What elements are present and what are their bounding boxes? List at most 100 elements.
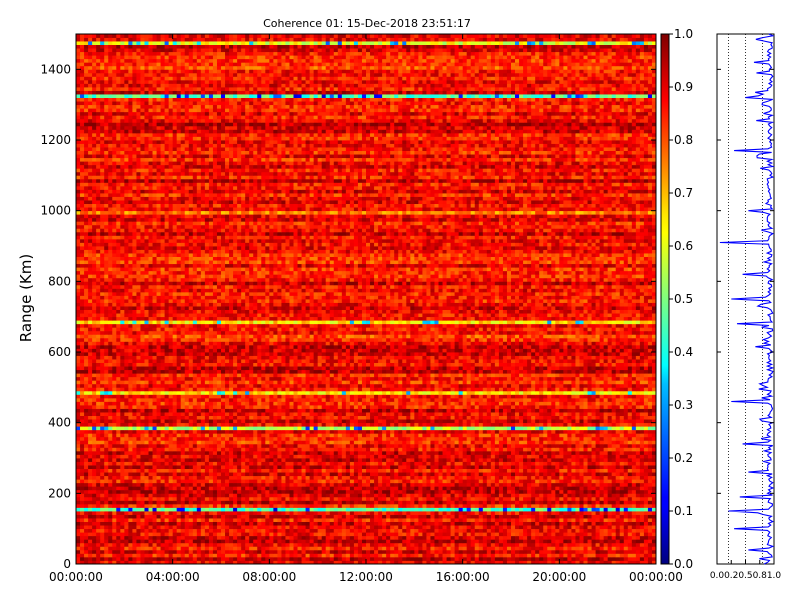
- heatmap-cell: [494, 507, 500, 512]
- heatmap-cell: [253, 511, 258, 515]
- heatmap-cell: [603, 465, 609, 469]
- heatmap-cell: [184, 461, 190, 466]
- heatmap-cell: [289, 521, 294, 526]
- heatmap-cell: [430, 518, 435, 522]
- heatmap-cell: [237, 556, 242, 561]
- heatmap-cell: [297, 500, 302, 505]
- heatmap-cell: [301, 475, 306, 480]
- heatmap-cell: [651, 468, 657, 473]
- heatmap-cell: [221, 535, 226, 540]
- heatmap-cell: [265, 507, 270, 512]
- heatmap-cell: [587, 461, 592, 466]
- heatmap-cell: [253, 440, 258, 445]
- heatmap-cell: [160, 468, 166, 473]
- heatmap-cell: [317, 553, 323, 558]
- heatmap-cell: [615, 454, 621, 459]
- heatmap-cell: [535, 503, 540, 508]
- heatmap-cell: [325, 518, 331, 522]
- heatmap-cell: [361, 546, 367, 551]
- heatmap-cell: [132, 539, 137, 544]
- heatmap-cell: [575, 525, 580, 530]
- heatmap-cell: [547, 542, 552, 547]
- heatmap-cell: [148, 465, 153, 469]
- heatmap-cell: [442, 539, 447, 544]
- heatmap-cell: [257, 489, 262, 494]
- heatmap-cell: [402, 493, 407, 498]
- heatmap-cell: [442, 528, 447, 533]
- heatmap-cell: [281, 525, 286, 530]
- heatmap-cell: [176, 546, 182, 551]
- heatmap-cell: [225, 461, 230, 466]
- heatmap-cell: [361, 532, 367, 537]
- heatmap-cell: [523, 489, 528, 494]
- heatmap-cell: [543, 496, 548, 501]
- heatmap-cell: [414, 496, 419, 501]
- heatmap-cell: [547, 482, 552, 487]
- heatmap-cell: [245, 553, 250, 558]
- heatmap-cell: [200, 553, 206, 558]
- heatmap-cell: [84, 525, 89, 530]
- heatmap-cell: [470, 450, 476, 455]
- heatmap-cell: [647, 454, 653, 459]
- heatmap-cell: [619, 553, 625, 558]
- heatmap-cell: [478, 556, 484, 561]
- heatmap-cell: [277, 443, 282, 448]
- heatmap-cell: [470, 472, 476, 477]
- heatmap-cell: [370, 443, 375, 448]
- heatmap-cell: [607, 549, 613, 554]
- heatmap-cell: [398, 539, 403, 544]
- heatmap-cell: [285, 556, 290, 561]
- heatmap-cell: [587, 507, 592, 512]
- heatmap-cell: [551, 521, 556, 526]
- heatmap-cell: [591, 479, 596, 484]
- heatmap-cell: [430, 454, 435, 459]
- heatmap-cell: [305, 542, 311, 547]
- heatmap-cell: [132, 511, 137, 515]
- heatmap-cell: [281, 465, 286, 469]
- heatmap-cell: [382, 468, 387, 473]
- heatmap-cell: [611, 482, 617, 487]
- heatmap-cell: [204, 518, 210, 522]
- heatmap-cell: [394, 493, 399, 498]
- heatmap-cell: [511, 489, 516, 494]
- heatmap-cell: [184, 479, 190, 484]
- heatmap-cell: [128, 553, 133, 558]
- heatmap-cell: [313, 450, 319, 455]
- heatmap-cell: [623, 447, 629, 452]
- heatmap-cell: [595, 482, 601, 487]
- heatmap-cell: [293, 472, 298, 477]
- heatmap-cell: [253, 528, 258, 533]
- heatmap-cell: [253, 465, 258, 469]
- heatmap-cell: [245, 489, 250, 494]
- heatmap-cell: [233, 465, 238, 469]
- heatmap-cell: [619, 532, 625, 537]
- heatmap-cell: [498, 479, 504, 484]
- heatmap-cell: [414, 475, 419, 480]
- heatmap-cell: [168, 475, 174, 480]
- heatmap-cell: [511, 507, 516, 512]
- heatmap-cell: [120, 482, 125, 487]
- heatmap-cell: [651, 450, 657, 455]
- heatmap-cell: [309, 443, 315, 448]
- heatmap-cell: [144, 447, 149, 452]
- heatmap-cell: [595, 496, 601, 501]
- heatmap-cell: [176, 461, 182, 466]
- heatmap-cell: [237, 532, 242, 537]
- heatmap-cell: [599, 535, 605, 540]
- heatmap-cell: [378, 556, 383, 561]
- heatmap-cell: [591, 556, 596, 561]
- heatmap-cell: [462, 560, 468, 565]
- heatmap-cell: [265, 443, 270, 448]
- heatmap-cell: [172, 518, 178, 522]
- heatmap-cell: [216, 454, 222, 459]
- heatmap-cell: [237, 489, 242, 494]
- heatmap-cell: [192, 503, 198, 508]
- heatmap-cell: [515, 503, 520, 508]
- heatmap-cell: [382, 465, 387, 469]
- heatmap-cell: [603, 518, 609, 522]
- heatmap-cell: [418, 461, 423, 466]
- heatmap-cell: [208, 542, 214, 547]
- heatmap-cell: [466, 493, 472, 498]
- heatmap-cell: [615, 556, 621, 561]
- heatmap-cell: [357, 521, 363, 526]
